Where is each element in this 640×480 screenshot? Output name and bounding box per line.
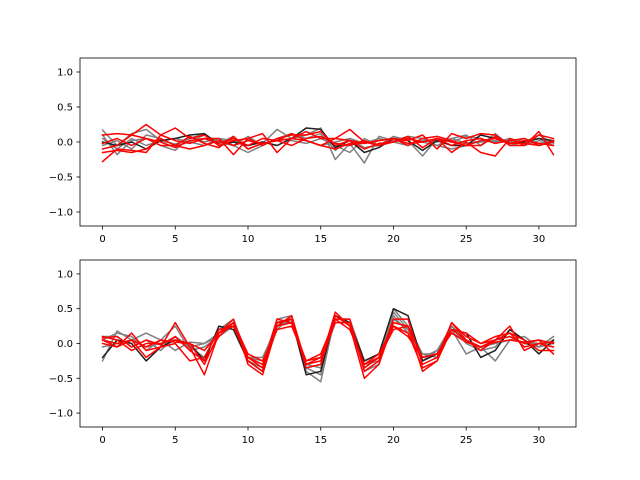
x-tick-label: 30	[533, 234, 546, 245]
series-group	[101, 307, 555, 383]
series-line-7	[101, 132, 555, 154]
y-tick-label: −0.5	[49, 374, 73, 385]
x-tick-label: 25	[460, 435, 473, 446]
series-line-3	[101, 137, 555, 150]
y-tick-label: −0.5	[49, 173, 73, 184]
y-tick-label: 1.0	[57, 68, 73, 79]
x-tick-label: 15	[314, 234, 327, 245]
x-tick-label: 10	[242, 234, 255, 245]
x-tick-label: 30	[533, 435, 546, 446]
series-line-9	[101, 137, 555, 149]
x-tick-label: 15	[314, 435, 327, 446]
x-tick-label: 20	[387, 234, 400, 245]
series-line-6	[101, 123, 555, 154]
x-tick-label: 5	[172, 435, 178, 446]
x-tick-label: 25	[460, 234, 473, 245]
y-tick-label: 1.0	[57, 269, 73, 280]
x-tick-label: 10	[242, 435, 255, 446]
y-tick-label: −1.0	[49, 208, 73, 219]
x-tick-label: 5	[172, 234, 178, 245]
x-tick-label: 20	[387, 435, 400, 446]
y-tick-label: 0.5	[57, 103, 73, 114]
y-tick-label: −1.0	[49, 409, 73, 420]
y-tick-label: 0.0	[57, 339, 73, 350]
x-tick-label: 0	[99, 435, 105, 446]
series-group	[101, 123, 555, 164]
bottom-axes: 0 5 10 15 20 25 30 −1.0 −0.5 0.0 0.5 1.0	[49, 259, 577, 446]
series-line-9	[101, 318, 555, 366]
y-tick-label: 0.5	[57, 304, 73, 315]
y-tick-label: 0.0	[57, 138, 73, 149]
x-tick-label: 0	[99, 234, 105, 245]
top-axes: 0 5 10 15 20 25 30 −1.0 −0.5 0.0 0.5 1.0	[49, 57, 577, 245]
